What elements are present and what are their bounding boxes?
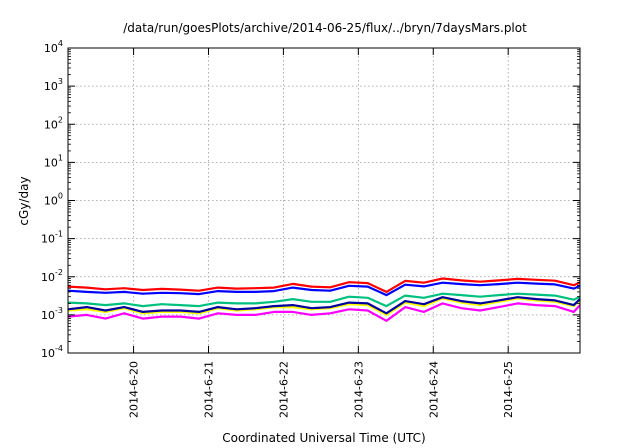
- grid: [68, 48, 580, 353]
- x-tick-label: 2014-6-25: [502, 361, 515, 418]
- x-tick-label: 2014-6-22: [277, 361, 290, 418]
- x-tick-label: 2014-6-23: [352, 361, 365, 418]
- x-tick-label: 2014-6-21: [202, 361, 215, 418]
- y-tick-label: 103: [44, 77, 63, 93]
- series-group: [67, 277, 581, 322]
- series-line-5: [67, 296, 581, 315]
- ticks: 10-4 10-3 10-2 10-1 100 101 102 103 104 2014-6-20…: [41, 39, 580, 418]
- series-line-2: [67, 281, 581, 297]
- y-tick-label: 104: [44, 39, 63, 55]
- y-tick-label: 102: [44, 115, 63, 131]
- y-tick-label: 100: [44, 192, 63, 208]
- y-tick-label: 101: [44, 153, 63, 169]
- series-line-6: [67, 292, 581, 308]
- y-tick-label: 10-1: [41, 230, 63, 246]
- x-axis-label: Coordinated Universal Time (UTC): [222, 431, 425, 445]
- series-line-1: [67, 277, 581, 293]
- y-tick-label: 10-4: [41, 344, 63, 360]
- y-tick-label: 10-2: [41, 268, 63, 284]
- x-tick-label: 2014-6-20: [128, 361, 141, 418]
- series-line-3: [67, 302, 581, 322]
- y-tick-label: 10-3: [41, 306, 63, 322]
- x-tick-label: 2014-6-24: [427, 361, 440, 418]
- chart-title: /data/run/goesPlots/archive/2014-06-25/f…: [123, 21, 527, 35]
- y-axis-label: cGy/day: [17, 176, 31, 225]
